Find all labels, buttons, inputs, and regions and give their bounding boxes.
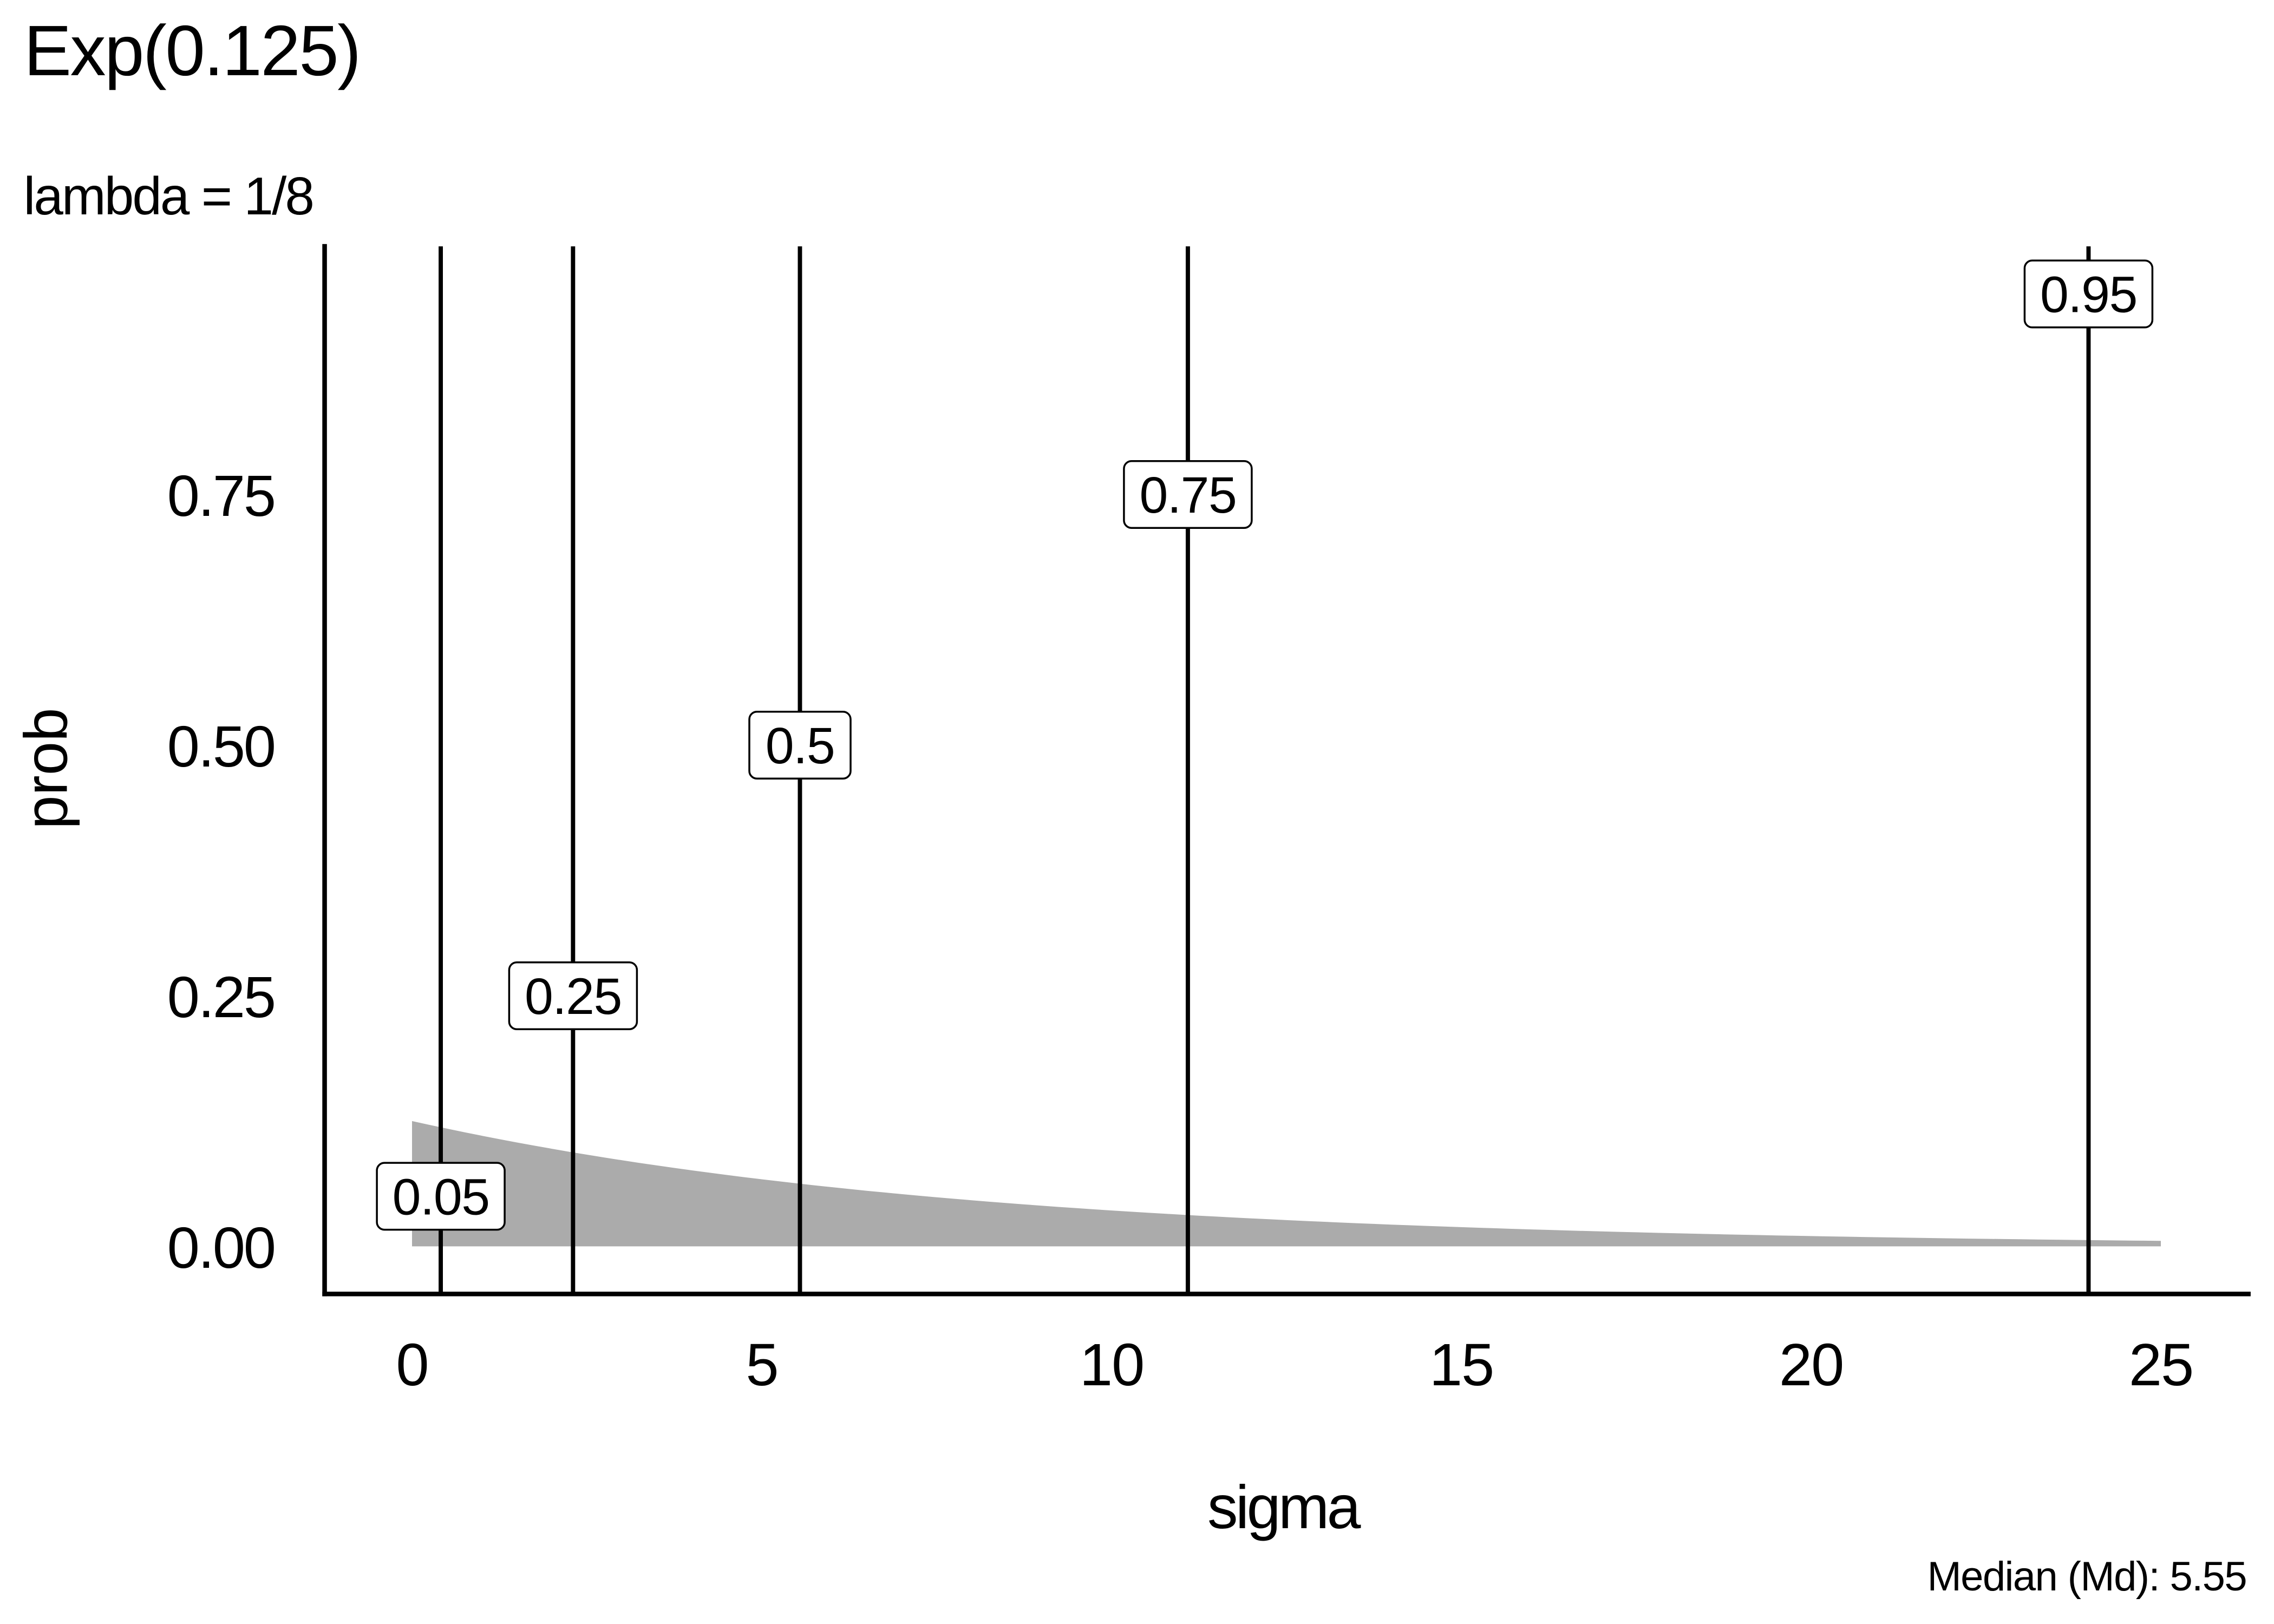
svg-text:5: 5 — [746, 1332, 777, 1398]
svg-text:20: 20 — [1779, 1332, 1843, 1398]
svg-text:0: 0 — [396, 1332, 428, 1398]
svg-text:0.25: 0.25 — [525, 968, 622, 1025]
svg-text:Exp(0.125): Exp(0.125) — [24, 11, 360, 90]
svg-text:0.50: 0.50 — [167, 713, 275, 779]
svg-text:0.05: 0.05 — [393, 1168, 489, 1226]
svg-text:sigma: sigma — [1207, 1473, 1361, 1541]
svg-text:15: 15 — [1429, 1332, 1493, 1398]
svg-text:25: 25 — [2129, 1332, 2193, 1398]
svg-text:10: 10 — [1080, 1332, 1143, 1398]
svg-text:0.75: 0.75 — [1139, 467, 1236, 524]
svg-text:0.25: 0.25 — [167, 964, 275, 1030]
svg-text:lambda = 1/8: lambda = 1/8 — [24, 166, 313, 226]
svg-text:0.95: 0.95 — [2040, 266, 2137, 324]
svg-text:0.5: 0.5 — [766, 717, 835, 775]
svg-text:prob: prob — [12, 708, 80, 829]
svg-text:0.75: 0.75 — [167, 463, 275, 528]
svg-text:Median (Md): 5.55: Median (Md): 5.55 — [1927, 1554, 2246, 1600]
svg-text:0.00: 0.00 — [167, 1215, 275, 1280]
